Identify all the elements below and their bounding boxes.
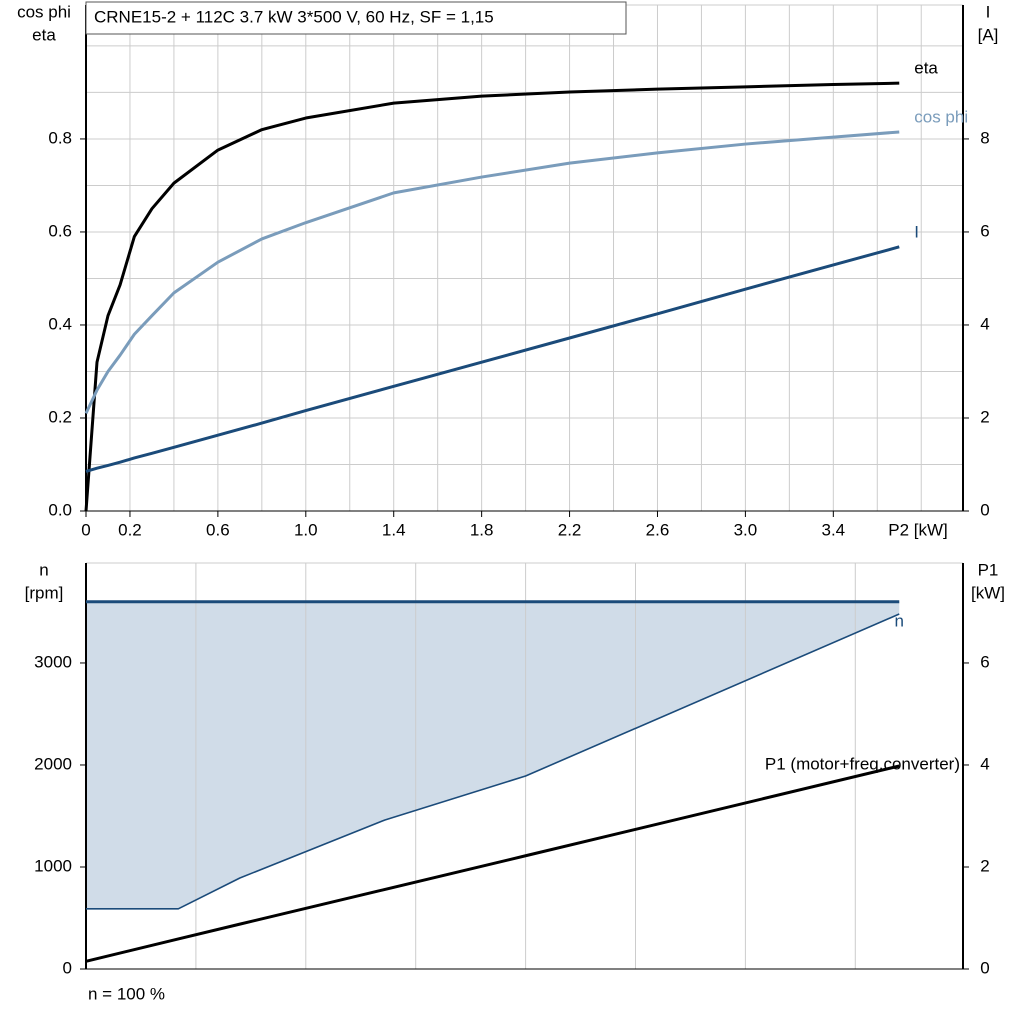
- x-tick-label: 1.4: [382, 520, 406, 539]
- y-axis-label: n: [39, 560, 48, 579]
- y-axis-label: cos phi: [17, 2, 71, 21]
- y-tick-label: 0.4: [48, 314, 72, 333]
- x-tick-label: 0.6: [206, 520, 230, 539]
- x-tick-label: 2.6: [646, 520, 670, 539]
- y2-axis-label: P1: [978, 560, 999, 579]
- x-tick-label: 3.0: [734, 520, 758, 539]
- y-tick-label: 0.2: [48, 407, 72, 426]
- line-series: [84, 81, 900, 512]
- series-label: cos phi: [914, 107, 968, 126]
- annotation: n = 100 %: [88, 984, 165, 1003]
- y2-axis-label: [A]: [978, 25, 999, 44]
- x-tick-label: 0.2: [118, 520, 142, 539]
- y2-tick-label: 6: [980, 652, 989, 671]
- y-axis-label: eta: [32, 25, 56, 44]
- x-tick-label: 0: [81, 520, 90, 539]
- y2-axis-label: [kW]: [971, 583, 1005, 602]
- line-series: [86, 613, 900, 910]
- y2-tick-label: 8: [980, 128, 989, 147]
- line-series: [84, 130, 900, 414]
- y-tick-label: 3000: [34, 652, 72, 671]
- speed-range-area: [86, 601, 900, 909]
- y-tick-label: 2000: [34, 754, 72, 773]
- series-label: P1 (motor+freq.converter): [765, 754, 960, 773]
- x-tick-label: 3.4: [821, 520, 845, 539]
- y-tick-label: 0.8: [48, 128, 72, 147]
- y2-tick-label: 0: [980, 958, 989, 977]
- y2-axis-label: I: [986, 2, 991, 21]
- y2-tick-label: 2: [980, 856, 989, 875]
- chart-title: CRNE15-2 + 112C 3.7 kW 3*500 V, 60 Hz, S…: [94, 7, 494, 26]
- x-tick-label: 1.8: [470, 520, 494, 539]
- line-series: [85, 245, 900, 473]
- series-label: n: [895, 611, 904, 630]
- y2-tick-label: 4: [980, 314, 989, 333]
- x-tick-label: 1.0: [294, 520, 318, 539]
- y-tick-label: 0.6: [48, 221, 72, 240]
- y-tick-label: 0.0: [48, 500, 72, 519]
- x-tick-label: 2.2: [558, 520, 582, 539]
- y-axis-label: [rpm]: [25, 583, 64, 602]
- y2-tick-label: 2: [980, 407, 989, 426]
- y2-tick-label: 0: [980, 500, 989, 519]
- series-label: I: [914, 222, 919, 241]
- line-series: [85, 764, 900, 963]
- y2-tick-label: 6: [980, 221, 989, 240]
- x-axis-label: P2 [kW]: [888, 520, 948, 539]
- title-box: [85, 1, 627, 35]
- series-label: eta: [914, 59, 938, 78]
- y-tick-label: 1000: [34, 856, 72, 875]
- y2-tick-label: 4: [980, 754, 989, 773]
- y-tick-label: 0: [63, 958, 72, 977]
